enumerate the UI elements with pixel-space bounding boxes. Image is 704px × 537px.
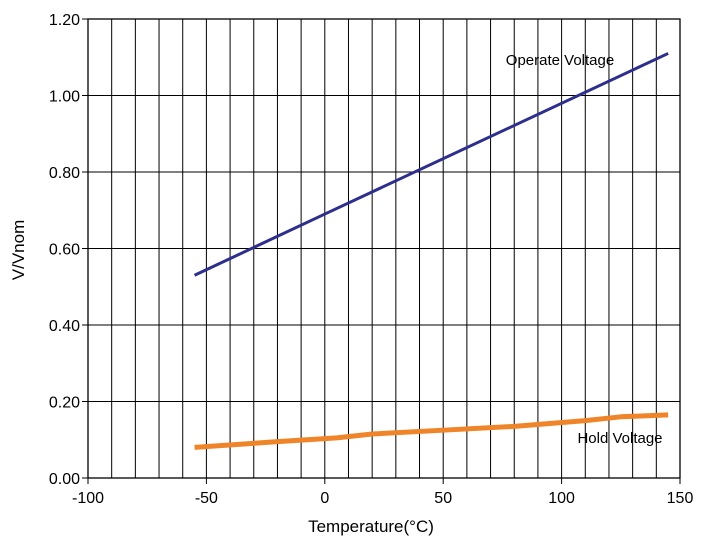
- y-tick-label: 0.80: [49, 165, 80, 182]
- operate-voltage-label: Operate Voltage: [506, 52, 614, 69]
- series-lines: [193, 52, 669, 450]
- x-axis-title: Temperature(°C): [308, 517, 434, 536]
- x-tick-label: -50: [195, 490, 218, 507]
- series-line-hold-voltage: [194, 412, 669, 450]
- y-tick-label: 1.00: [49, 89, 80, 106]
- y-tick-label: 0.20: [49, 395, 80, 412]
- hold-voltage-label: Hold Voltage: [577, 430, 662, 447]
- y-axis-title: V/Vnom: [9, 220, 28, 280]
- tick-labels: -100 -50 0 50 100 150 0.00 0.20 0.40 0.60 0.80 1.00…: [49, 12, 694, 507]
- series-labels: Operate Voltage Hold Voltage: [506, 52, 663, 447]
- series-line-operate-voltage: [193, 52, 669, 277]
- y-tick-label: 1.20: [49, 12, 80, 29]
- x-tick-label: 0: [320, 490, 329, 507]
- x-tick-label: -100: [72, 490, 104, 507]
- y-tick-label: 0.60: [49, 242, 80, 259]
- y-tick-label: 0.00: [49, 471, 80, 488]
- x-tick-label: 150: [667, 490, 694, 507]
- x-tick-label: 100: [548, 490, 575, 507]
- x-tick-label: 50: [434, 490, 452, 507]
- y-tick-label: 0.40: [49, 318, 80, 335]
